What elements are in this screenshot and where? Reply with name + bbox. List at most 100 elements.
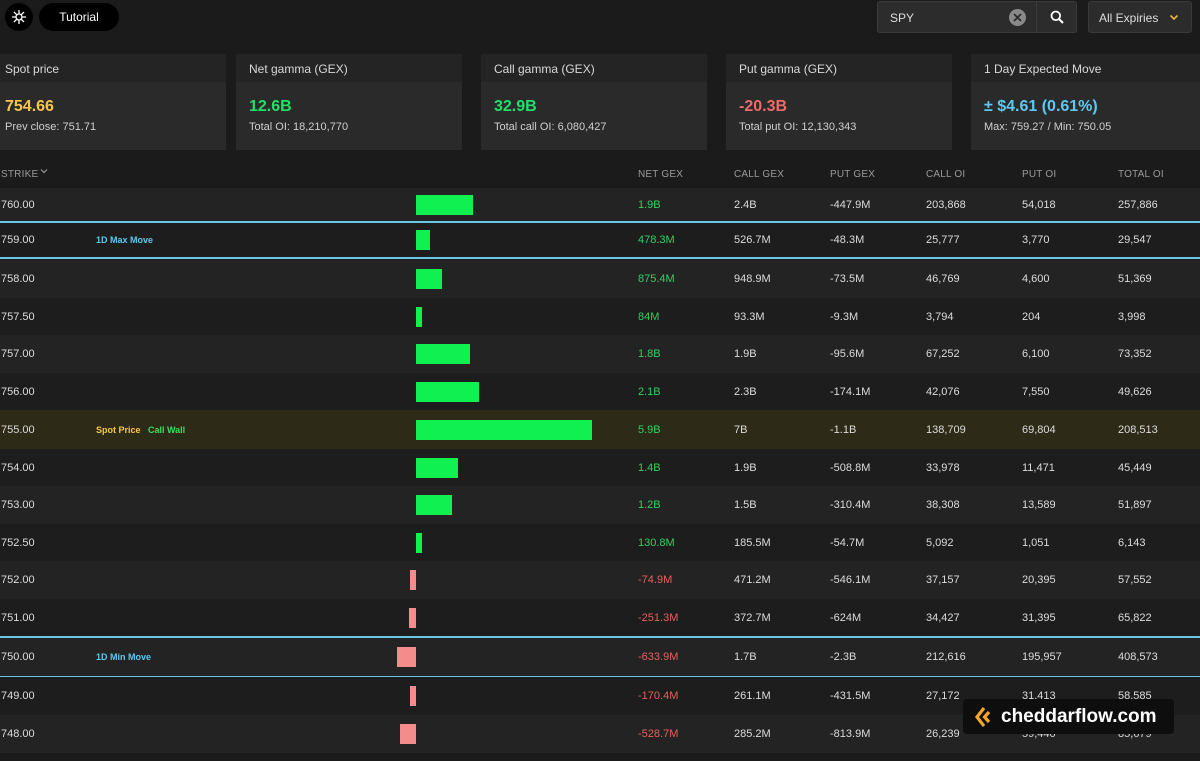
table-row[interactable]: 751.00 -251.3M 372.7M -624M 34,427 31,395 65,8… [0, 599, 1200, 637]
net-gex-bar [397, 647, 416, 667]
column-header-total-oi[interactable]: TOTAL OI [1118, 169, 1164, 180]
net-gex-cell: 130.8M [638, 537, 675, 549]
net-gex-bar [416, 420, 592, 440]
column-header-strike[interactable]: STRIKE [1, 169, 39, 180]
put-gex-cell: -624M [830, 612, 862, 624]
net-gex-bar [416, 230, 431, 250]
expected-move-line [0, 221, 1200, 223]
column-header-call-gex[interactable]: CALL GEX [734, 169, 785, 180]
put-oi-cell: 6,100 [1022, 348, 1050, 360]
table-row[interactable]: 754.00 1.4B 1.9B -508.8M 33,978 11,471 45,449 [0, 449, 1200, 486]
card-label: Call gamma (GEX) [481, 54, 707, 82]
card-value: 12.6B [249, 98, 292, 115]
put-gex-cell: -508.8M [830, 462, 871, 474]
call-gex-cell: 2.4B [734, 199, 757, 211]
strike-cell: 750.00 [1, 651, 35, 663]
call-gex-cell: 93.3M [734, 311, 765, 323]
table-row[interactable]: 749.00 -170.4M 261.1M -431.5M 27,172 31,413 58… [0, 677, 1200, 715]
table-row[interactable]: 750.00 1D Min Move -633.9M 1.7B -2.3B 212,616… [0, 637, 1200, 677]
table-row[interactable]: 756.00 2.1B 2.3B -174.1M 42,076 7,550 49,626 [0, 373, 1200, 410]
call-oi-cell: 3,794 [926, 311, 954, 323]
net-gex-bar [408, 608, 416, 628]
table-row[interactable]: 752.50 130.8M 185.5M -54.7M 5,092 1,051 6,143 [0, 524, 1200, 561]
table-row[interactable]: 753.00 1.2B 1.5B -310.4M 38,308 13,589 51,897 [0, 486, 1200, 524]
column-header-put-gex[interactable]: PUT GEX [830, 169, 876, 180]
expected-move-line [0, 636, 1200, 638]
table-row[interactable]: 752.00 -74.9M 471.2M -546.1M 37,157 20,395 57,… [0, 561, 1200, 599]
net-gex-cell: 5.9B [638, 424, 661, 436]
table-row[interactable]: 757.00 1.8B 1.9B -95.6M 67,252 6,100 73,352 [0, 335, 1200, 373]
call-oi-cell: 37,157 [926, 574, 960, 586]
card-value: ± $4.61 (0.61%) [984, 98, 1098, 115]
total-oi-cell: 65,822 [1118, 612, 1152, 624]
put-gex-cell: -73.5M [830, 273, 865, 285]
table-row[interactable]: 757.50 84M 93.3M -9.3M 3,794 204 3,998 [0, 298, 1200, 335]
net-gex-bar [416, 533, 422, 553]
call-gex-cell: 1.9B [734, 462, 757, 474]
table-row[interactable]: 755.00 Spot Price Call Wall 5.9B 7B -1.1B 138,… [0, 410, 1200, 449]
column-header-put-oi[interactable]: PUT OI [1022, 169, 1057, 180]
total-oi-cell: 73,352 [1118, 348, 1152, 360]
net-gex-cell: 478.3M [638, 234, 675, 246]
table-row[interactable]: 758.00 875.4M 948.9M -73.5M 46,769 4,600 51,36… [0, 260, 1200, 298]
strike-cell: 751.00 [1, 612, 35, 624]
sort-chevron-icon[interactable] [40, 167, 48, 178]
call-gex-cell: 1.5B [734, 499, 757, 511]
call-gex-cell: 1.7B [734, 651, 757, 663]
call-oi-cell: 203,868 [926, 199, 966, 211]
watermark-text: cheddarflow.com [1001, 705, 1157, 727]
column-header-call-oi[interactable]: CALL OI [926, 169, 966, 180]
total-oi-cell: 29,547 [1118, 234, 1152, 246]
net-gex-cell: -170.4M [638, 690, 679, 702]
put-gex-cell: -9.3M [830, 311, 859, 323]
put-gex-cell: -48.3M [830, 234, 865, 246]
ticker-search-input[interactable]: SPY [877, 1, 1037, 33]
call-oi-cell: 38,308 [926, 499, 960, 511]
strike-cell: 752.50 [1, 537, 35, 549]
total-oi-cell: 51,369 [1118, 273, 1152, 285]
column-header-net-gex[interactable]: NET GEX [638, 169, 684, 180]
call-gex-cell: 526.7M [734, 234, 771, 246]
strike-cell: 758.00 [1, 273, 35, 285]
put-gex-cell: -447.9M [830, 199, 871, 211]
watermark: cheddarflow.com [963, 699, 1174, 734]
put-gamma-card: Put gamma (GEX) -20.3B Total put OI: 12,13… [726, 54, 952, 150]
call-oi-cell: 5,092 [926, 537, 954, 549]
put-gex-cell: -174.1M [830, 386, 871, 398]
net-gex-bar [416, 269, 443, 289]
net-gex-bar [416, 195, 473, 215]
call-oi-cell: 34,427 [926, 612, 960, 624]
put-oi-cell: 69,804 [1022, 424, 1056, 436]
clear-icon[interactable] [1009, 9, 1026, 26]
net-gex-cell: 1.2B [638, 499, 661, 511]
call-oi-cell: 46,769 [926, 273, 960, 285]
table-row[interactable]: 760.00 1.9B 2.4B -447.9M 203,868 54,018 257,88… [0, 188, 1200, 222]
put-gex-cell: -1.1B [830, 424, 857, 436]
expiry-select[interactable]: All Expiries [1088, 1, 1192, 33]
row-tag-move: 1D Max Move [96, 235, 154, 245]
total-oi-cell: 49,626 [1118, 386, 1152, 398]
put-oi-cell: 7,550 [1022, 386, 1050, 398]
search-value: SPY [890, 11, 915, 25]
call-oi-cell: 212,616 [926, 651, 966, 663]
put-gex-cell: -54.7M [830, 537, 865, 549]
chevron-down-icon [1169, 11, 1179, 25]
row-tag-move: 1D Min Move [96, 652, 152, 662]
card-subtext: Total call OI: 6,080,427 [494, 121, 607, 133]
top-bar: Tutorial SPY All Expiries [0, 0, 1200, 44]
tutorial-button[interactable]: Tutorial [39, 3, 119, 31]
call-oi-cell: 42,076 [926, 386, 960, 398]
call-oi-cell: 33,978 [926, 462, 960, 474]
call-gex-cell: 372.7M [734, 612, 771, 624]
spot-price-card: Spot price 754.66 Prev close: 751.71 [0, 54, 226, 150]
call-oi-cell: 25,777 [926, 234, 960, 246]
net-gex-cell: -251.3M [638, 612, 679, 624]
strike-cell: 756.00 [1, 386, 35, 398]
app-logo-icon[interactable] [5, 3, 33, 31]
card-subtext: Prev close: 751.71 [5, 121, 97, 133]
search-button[interactable] [1037, 1, 1077, 33]
put-gex-cell: -310.4M [830, 499, 871, 511]
table-row[interactable]: 759.00 1D Max Move 478.3M 526.7M -48.3M 25,77… [0, 222, 1200, 258]
total-oi-cell: 6,143 [1118, 537, 1146, 549]
card-value: 754.66 [5, 98, 54, 115]
